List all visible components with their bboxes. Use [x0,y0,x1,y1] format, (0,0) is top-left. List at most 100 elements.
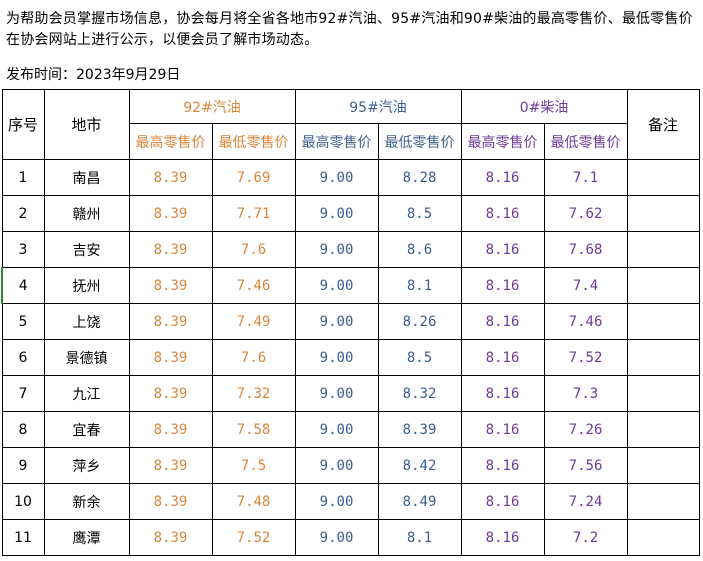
cell-92-min: 7.6 [211,339,296,376]
cell-95-max: 9.00 [294,375,379,412]
cell-index: 5 [1,303,45,340]
cell-95-max: 9.00 [294,303,379,340]
table-row: 8 宜春 8.39 7.58 9.00 8.39 8.16 7.26 [1,411,700,448]
cell-95-max: 9.00 [294,231,379,268]
cell-city: 南昌 [43,159,130,196]
cell-92-max: 8.39 [128,339,213,376]
cell-0-min: 7.26 [543,411,628,448]
cell-city: 新余 [43,483,130,520]
header-row-prices: 最高零售价 最低零售价 最高零售价 最低零售价 最高零售价 最低零售价 [2,123,699,160]
header-95-max: 最高零售价 [294,123,379,160]
cell-95-min: 8.26 [377,303,462,340]
cell-92-max: 8.39 [128,267,213,304]
cell-95-min: 8.6 [377,231,462,268]
cell-92-max: 8.39 [128,411,213,448]
cell-note [626,303,700,340]
cell-92-min: 7.58 [211,411,296,448]
cell-95-min: 8.1 [377,267,462,304]
cell-city: 吉安 [43,231,130,268]
cell-city: 上饶 [43,303,130,340]
cell-city: 九江 [43,375,130,412]
cell-note [626,483,700,520]
header-row-groups: 序号 地市 92#汽油 95#汽油 0#柴油 备注 [1,89,700,160]
cell-note [626,411,700,448]
table-body: 1 南昌 8.39 7.69 9.00 8.28 8.16 7.1 2 赣州 8.39 7.71 9.0… [1,159,700,556]
cell-0-max: 8.16 [460,267,545,304]
cell-0-max: 8.16 [460,519,545,556]
cell-92-min: 7.49 [211,303,296,340]
header-92-max: 最高零售价 [128,123,213,160]
cell-95-max: 9.00 [294,411,379,448]
cell-95-max: 9.00 [294,267,379,304]
table-row: 9 萍乡 8.39 7.5 9.00 8.42 8.16 7.56 [1,447,700,484]
cell-0-max: 8.16 [460,483,545,520]
cell-95-min: 8.49 [377,483,462,520]
cell-92-max: 8.39 [128,303,213,340]
cell-note [626,375,700,412]
cell-95-min: 8.42 [377,447,462,484]
cell-index: 10 [1,483,45,520]
table-row: 1 南昌 8.39 7.69 9.00 8.28 8.16 7.1 [1,159,700,196]
cell-index: 9 [1,447,45,484]
intro-paragraph: 为帮助会员掌握市场信息，协会每月将全省各地市92#汽油、95#汽油和90#柴油的… [6,11,693,48]
cell-0-max: 8.16 [460,411,545,448]
header-note: 备注 [626,89,700,160]
cell-0-min: 7.3 [543,375,628,412]
cell-0-max: 8.16 [460,303,545,340]
cell-0-max: 8.16 [460,195,545,232]
header-group-95-gasoline: 95#汽油 [294,89,462,124]
cell-0-max: 8.16 [460,339,545,376]
cell-index: 11 [1,519,45,556]
cell-95-max: 9.00 [294,159,379,196]
cell-95-max: 9.00 [294,519,379,556]
cell-92-min: 7.52 [211,519,296,556]
cell-city: 宜春 [43,411,130,448]
header-city: 地市 [43,89,130,160]
cell-index: 6 [1,339,45,376]
cell-note [626,195,700,232]
cell-0-min: 7.52 [543,339,628,376]
cell-92-min: 7.48 [211,483,296,520]
cell-95-min: 8.39 [377,411,462,448]
table-row: 2 赣州 8.39 7.71 9.00 8.5 8.16 7.62 [1,195,700,232]
cell-note [626,231,700,268]
header-group-0-diesel: 0#柴油 [460,89,628,124]
cell-note [626,447,700,484]
cell-92-min: 7.69 [211,159,296,196]
table-row: 7 九江 8.39 7.32 9.00 8.32 8.16 7.3 [1,375,700,412]
cell-92-max: 8.39 [128,483,213,520]
cell-index: 7 [1,375,45,412]
cell-95-max: 9.00 [294,195,379,232]
table-row: 4 抚州 8.39 7.46 9.00 8.1 8.16 7.4 [1,267,700,304]
cell-92-min: 7.71 [211,195,296,232]
publish-date: 发布时间：2023年9月29日 [6,67,181,83]
cell-0-min: 7.24 [543,483,628,520]
cell-92-max: 8.39 [128,159,213,196]
cell-92-max: 8.39 [128,447,213,484]
header-0-min: 最低零售价 [543,123,628,160]
cell-index: 8 [1,411,45,448]
cell-95-max: 9.00 [294,483,379,520]
cell-0-max: 8.16 [460,159,545,196]
cell-92-max: 8.39 [128,231,213,268]
cell-92-max: 8.39 [128,375,213,412]
cell-0-min: 7.62 [543,195,628,232]
table-row: 5 上饶 8.39 7.49 9.00 8.26 8.16 7.46 [1,303,700,340]
header-index: 序号 [1,89,45,160]
header-92-min: 最低零售价 [211,123,296,160]
cell-95-max: 9.00 [294,339,379,376]
cell-92-min: 7.5 [211,447,296,484]
cell-95-min: 8.28 [377,159,462,196]
cell-city: 抚州 [43,267,130,304]
cell-95-min: 8.32 [377,375,462,412]
cell-note [626,267,700,304]
cell-index: 4 [1,267,45,304]
cell-note [626,519,700,556]
cell-95-min: 8.5 [377,339,462,376]
cell-index: 1 [1,159,45,196]
header-95-min: 最低零售价 [377,123,462,160]
cell-index: 3 [1,231,45,268]
cell-0-max: 8.16 [460,447,545,484]
cell-95-max: 9.00 [294,447,379,484]
cell-note [626,159,700,196]
